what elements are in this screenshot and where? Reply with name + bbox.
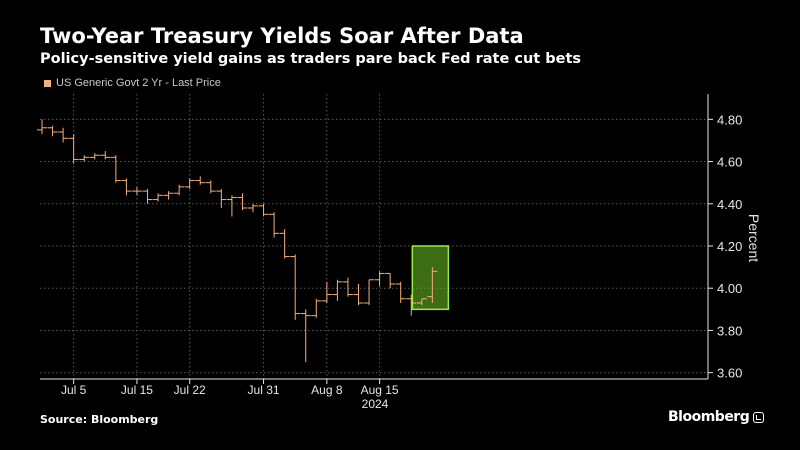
bloomberg-chart-icon — [753, 411, 765, 423]
ohlc-bar — [68, 134, 79, 164]
ohlc-bar — [131, 186, 142, 196]
axes: 3.60 3.80 4.00 4.20 4.40 4.60 4.80 Jul 5 Jul 15 J… — [40, 94, 762, 411]
highlight-box — [411, 245, 450, 311]
ohlc-bar — [195, 176, 206, 185]
ohlc-bar — [406, 294, 417, 316]
brand-logo: Bloomberg — [668, 409, 765, 425]
ohlc-bar — [332, 279, 343, 301]
y-axis-label: Percent — [746, 214, 762, 262]
y-tick-label: 4.00 — [717, 281, 742, 296]
chart-subtitle: Policy-sensitive yield gains as traders … — [40, 51, 582, 67]
ohlc-bar — [110, 155, 121, 183]
ohlc-bar — [153, 193, 164, 202]
ohlc-bar — [342, 277, 353, 297]
highlight-region — [411, 245, 450, 311]
x-tick-label: Jul 5 — [61, 383, 87, 397]
ohlc-bar — [258, 203, 269, 217]
ohlc-bar — [279, 229, 290, 259]
legend-label: US Generic Govt 2 Yr - Last Price — [56, 77, 221, 89]
x-tick-label: Jul 31 — [248, 383, 280, 397]
ohlc-bar — [321, 281, 332, 303]
y-tick-label: 4.40 — [717, 197, 742, 212]
ohlc-bar — [100, 151, 111, 160]
ohlc-bar — [121, 178, 132, 196]
ohlc-bar — [79, 155, 90, 162]
legend: US Generic Govt 2 Yr - Last Price — [44, 77, 221, 89]
brand-name: Bloomberg — [668, 409, 750, 425]
ohlc-bar — [58, 127, 69, 143]
ohlc-bar — [374, 271, 385, 287]
ohlc-bar — [395, 281, 406, 303]
ohlc-bar — [248, 203, 258, 213]
x-tick-label: Jul 15 — [121, 383, 153, 397]
ohlc-bar — [269, 212, 280, 238]
ohlc-bar — [174, 184, 185, 196]
y-tick-label: 3.60 — [717, 366, 742, 381]
ohlc-bar — [311, 298, 322, 318]
ohlc-bar — [163, 191, 174, 200]
y-tick-label: 4.20 — [717, 239, 742, 254]
y-tick-label: 4.60 — [717, 155, 742, 170]
ohlc-bar — [364, 279, 375, 306]
ohlc-bar — [226, 195, 237, 217]
x-tick-label: Aug 15 — [361, 383, 399, 397]
ohlc-bar — [385, 272, 396, 289]
ohlc-bar — [216, 189, 227, 208]
y-tick-label: 3.80 — [717, 323, 742, 338]
ohlc-bar — [89, 153, 100, 160]
x-tick-label: Aug 8 — [311, 383, 343, 397]
ohlc-bar — [47, 125, 58, 137]
x-axis-label: 2024 — [362, 397, 389, 411]
price-bars — [37, 119, 438, 363]
legend-swatch — [44, 79, 51, 87]
grid-lines — [40, 94, 708, 379]
ohlc-bar — [300, 309, 311, 363]
chart-title: Two-Year Treasury Yields Soar After Data — [40, 24, 524, 48]
ohlc-bar — [427, 267, 438, 303]
ohlc-bar — [237, 193, 248, 211]
ohlc-bar — [184, 178, 195, 189]
ohlc-bar — [353, 284, 364, 306]
ohlc-bar — [416, 298, 427, 306]
source-note: Source: Bloomberg — [40, 413, 159, 426]
ohlc-bar — [290, 254, 301, 320]
x-tick-label: Jul 22 — [174, 383, 206, 397]
ohlc-bar — [205, 180, 216, 194]
ohlc-bar — [142, 189, 153, 204]
ohlc-bar — [37, 119, 47, 135]
y-tick-label: 4.80 — [717, 112, 742, 127]
